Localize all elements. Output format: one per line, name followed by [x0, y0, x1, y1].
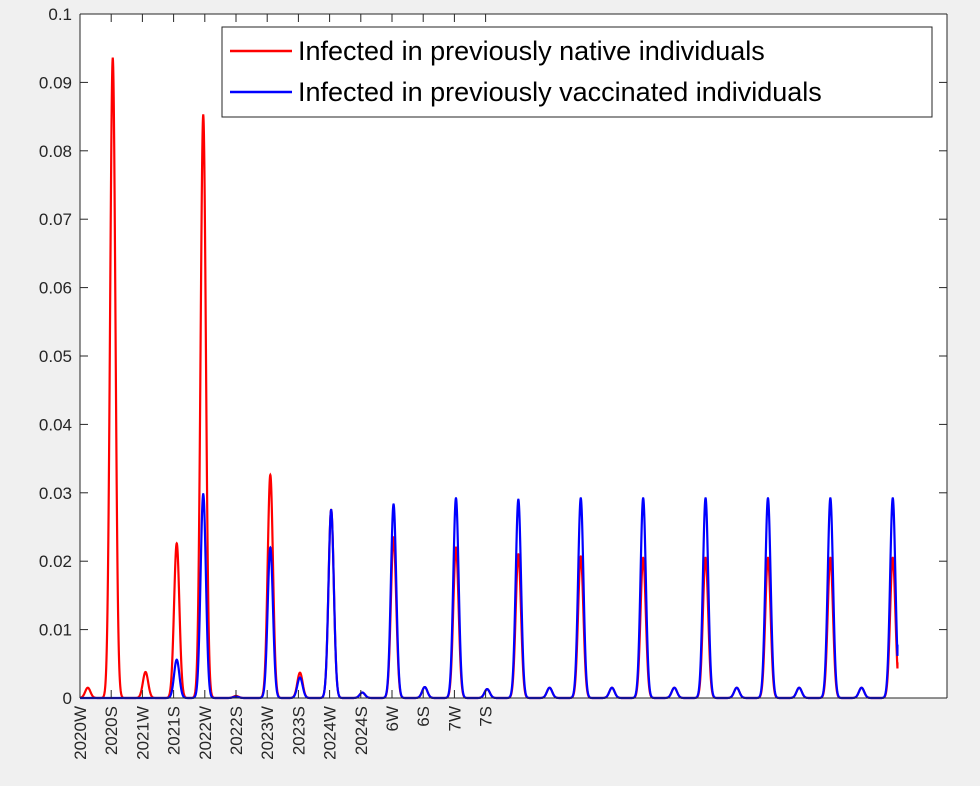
axes-layer: 0 0.01 0.02 0.03 0.04 0.05 0.06 0.07 0.08 0.09 0.1… [39, 5, 948, 760]
legend: Infected in previously native individual… [221, 26, 933, 118]
y-tick-label: 0.02 [39, 552, 72, 571]
y-tick-label: 0.05 [39, 347, 72, 366]
x-tick-label: 2021S [165, 706, 184, 755]
x-tick-label: 2022S [227, 706, 246, 755]
y-tick-label: 0 [63, 689, 72, 708]
x-tick-label: 2020W [71, 706, 90, 760]
y-tick-label: 0.04 [39, 415, 72, 434]
legend-label-2: Infected in previously vaccinated indivi… [298, 77, 822, 107]
x-tick-label: 7S [477, 706, 496, 727]
y-tick-label: 0.06 [39, 279, 72, 298]
x-tick-label: 2021W [133, 706, 152, 760]
x-tick-label: 2024S [352, 706, 371, 755]
y-tick-label: 0.03 [39, 484, 72, 503]
x-tick-label: 2022W [196, 706, 215, 760]
y-tick-label: 0.08 [39, 142, 72, 161]
y-tick-label: 0.07 [39, 210, 72, 229]
x-tick-label: 2024W [321, 706, 340, 760]
x-tick-label: 6S [414, 706, 433, 727]
y-tick-label: 0.01 [39, 621, 72, 640]
legend-box [221, 26, 933, 118]
legend-label-1: Infected in previously native individual… [298, 36, 765, 66]
x-tick-label: 2023S [289, 706, 308, 755]
x-tick-label: 2020S [102, 706, 121, 755]
x-tick-label: 2023W [258, 706, 277, 760]
x-tick-label: 6W [383, 706, 402, 732]
plot-area [80, 14, 947, 698]
x-tick-label: 7W [445, 706, 464, 732]
y-tick-label: 0.09 [39, 73, 72, 92]
y-tick-label: 0.1 [48, 5, 72, 24]
